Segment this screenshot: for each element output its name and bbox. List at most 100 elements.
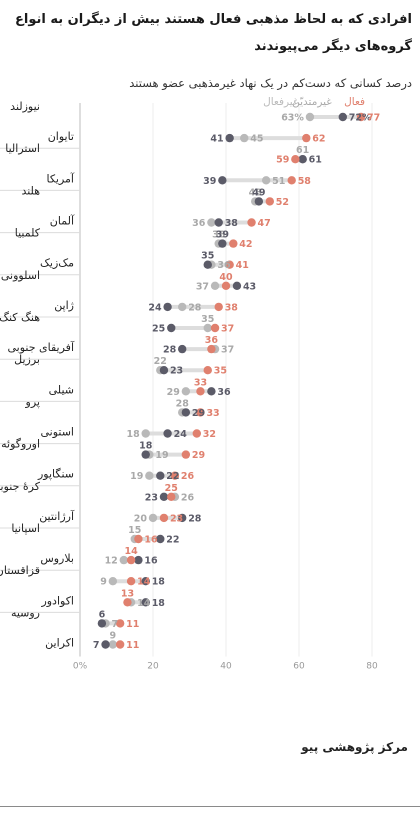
value-label-active: 36 — [205, 335, 219, 346]
dot-inactive — [181, 387, 191, 396]
value-label-active: 14 — [124, 546, 138, 557]
x-tick-label: 20 — [147, 662, 159, 672]
value-label-inactive: 63% — [281, 113, 304, 124]
value-label-inactive: 45 — [250, 134, 263, 145]
value-label-unaffiliated: 43 — [243, 281, 256, 292]
dot-inactive — [203, 323, 212, 333]
value-label-unaffiliated: 29 — [192, 408, 205, 419]
value-label-unaffiliated: 24 — [148, 302, 162, 313]
country-label: نیوزلند — [10, 100, 40, 113]
chart-subtitle: درصد کسانی که دست‌کم در یک نهاد غیرمذهبی… — [129, 76, 412, 90]
dot-active — [115, 619, 125, 628]
value-label-unaffiliated: 28 — [188, 513, 202, 524]
dot-unaffiliated — [163, 429, 172, 438]
value-label-unaffiliated: 72% — [349, 113, 372, 124]
value-label-inactive: 48 — [249, 187, 263, 198]
dot-active — [221, 281, 231, 290]
country-label: اکوادور — [40, 594, 74, 607]
dot-inactive — [261, 176, 271, 185]
dot-active — [247, 218, 256, 227]
value-label-inactive: 28 — [176, 398, 190, 409]
value-label-inactive: 51 — [272, 176, 285, 187]
value-label-active: 25 — [165, 483, 178, 494]
value-label-active: 23 — [170, 513, 183, 524]
source-note: مرکز پژوهشی پیو — [301, 740, 408, 754]
dot-inactive — [305, 112, 315, 122]
value-label-active: 77 — [367, 113, 380, 124]
dot-active — [214, 302, 223, 312]
country-label: آرژانتین — [39, 509, 75, 523]
dot-active — [126, 555, 136, 565]
value-label-active: 33 — [194, 377, 207, 388]
country-label: آفریقای جنوبی — [8, 340, 75, 354]
dot-active — [170, 471, 180, 480]
dot-unaffiliated — [178, 513, 187, 523]
country-label: اوروگوئه — [1, 438, 40, 451]
value-label-active: 14 — [137, 577, 151, 588]
country-label: مک‌زیک — [40, 257, 74, 270]
value-label-inactive: 7 — [112, 619, 119, 630]
value-label-inactive: 22 — [154, 356, 167, 367]
dot-inactive — [108, 640, 118, 649]
dot-inactive — [240, 133, 249, 143]
value-label-unaffiliated: 25 — [152, 324, 165, 335]
dot-unaffiliated — [225, 133, 234, 143]
country-label: استرالیا — [5, 142, 40, 155]
value-label-active: 37 — [221, 324, 234, 335]
value-label-inactive: 19 — [155, 450, 168, 461]
value-label-inactive: 12 — [105, 556, 118, 567]
dot-inactive — [178, 302, 187, 312]
dot-unaffiliated — [141, 598, 150, 607]
country-label: آلمان — [50, 214, 75, 228]
value-label-active: 11 — [126, 619, 139, 630]
value-label-active: 29 — [192, 450, 205, 461]
dot-unaffiliated — [207, 387, 216, 396]
value-label-active: 35 — [214, 366, 227, 377]
value-label-active: 16 — [144, 535, 158, 546]
value-label-unaffiliated: 16 — [144, 556, 158, 567]
country-label: کلمبیا — [15, 227, 41, 240]
country-label: اسپانیا — [11, 522, 40, 535]
dot-unaffiliated — [97, 619, 107, 628]
dot-unaffiliated — [159, 492, 169, 501]
dot-active — [159, 513, 169, 523]
value-label-unaffiliated: 6 — [99, 609, 106, 620]
value-label-active: 11 — [126, 640, 139, 651]
dot-unaffiliated — [101, 640, 110, 649]
value-label-unaffiliated: 38 — [225, 218, 239, 229]
dot-active — [225, 260, 234, 269]
value-label-active: 62 — [312, 134, 325, 145]
value-label-inactive: 38 — [212, 230, 226, 241]
dot-unaffiliated — [214, 218, 223, 227]
country-label: قزاقستان — [0, 564, 40, 577]
dot-unaffiliated — [338, 112, 347, 122]
dot-inactive — [148, 513, 158, 523]
value-label-active: 58 — [298, 176, 312, 187]
value-label-inactive: 19 — [130, 471, 143, 482]
dot-inactive — [210, 281, 220, 290]
value-label-unaffiliated: 39 — [216, 230, 229, 241]
value-label-active: 47 — [258, 218, 271, 229]
value-label-active: 13 — [121, 588, 134, 599]
country-label: شیلی — [49, 383, 74, 396]
dot-active — [123, 598, 132, 607]
dot-active — [126, 577, 136, 586]
value-label-unaffiliated: 23 — [145, 492, 158, 503]
dot-active — [210, 323, 220, 333]
value-label-unaffiliated: 28 — [163, 345, 177, 356]
dot-unaffiliated — [181, 408, 191, 417]
dot-unaffiliated — [156, 471, 165, 480]
dot-unaffiliated — [141, 450, 150, 459]
country-label: برزیل — [14, 353, 40, 366]
value-label-unaffiliated: 23 — [170, 366, 183, 377]
dot-inactive — [119, 555, 128, 565]
value-label-unaffiliated: 61 — [309, 155, 322, 166]
value-label-active: 33 — [206, 408, 219, 419]
value-label-inactive: 9 — [110, 631, 117, 642]
value-label-unaffiliated: 18 — [152, 577, 166, 588]
dot-active — [356, 112, 366, 122]
dot-inactive — [141, 429, 150, 438]
value-label-active: 59 — [276, 155, 289, 166]
country-label: روسیه — [11, 606, 40, 619]
